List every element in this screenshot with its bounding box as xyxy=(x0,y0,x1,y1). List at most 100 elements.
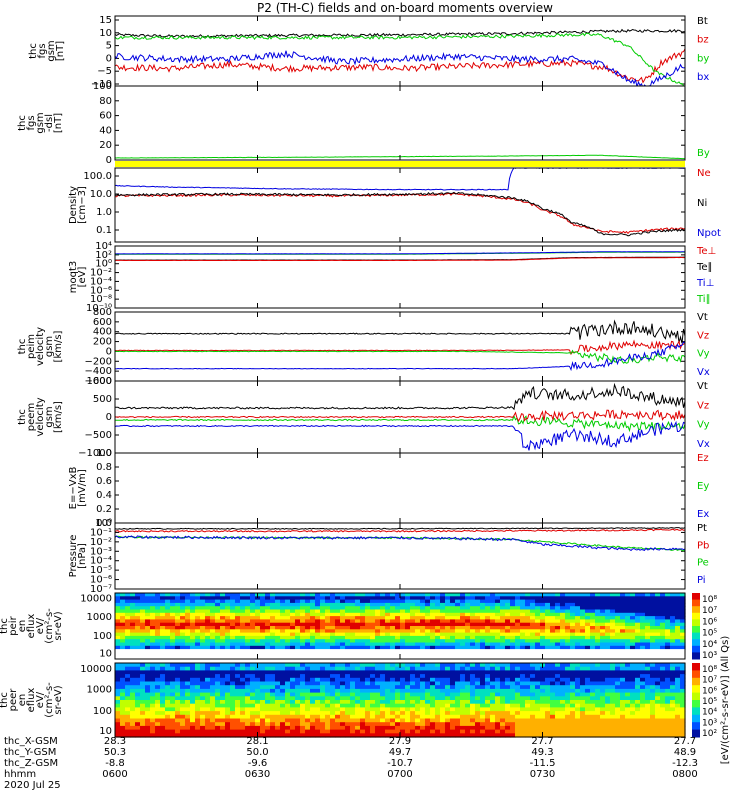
legend-entry: Vx xyxy=(697,367,710,378)
colorbar-tick: 10⁸ xyxy=(702,665,717,675)
panel-1-legend: Bt bz by bx xyxy=(697,16,709,83)
ytick-label: 10⁻⁴ xyxy=(90,556,112,567)
xaxis-value: 27.7 xyxy=(531,736,553,747)
xaxis-value: -11.5 xyxy=(530,758,556,769)
ytick-label: 20 xyxy=(99,140,112,151)
colorbar-tick: 10⁴ xyxy=(702,708,717,718)
legend-entry: bx xyxy=(697,72,709,83)
ylabel-line: thc xyxy=(17,115,28,131)
ylabel-line: velocity xyxy=(35,397,46,436)
ytick-label: 800 xyxy=(93,307,112,318)
ytick-label: 10⁰ xyxy=(95,518,112,529)
colorbar-tick: 10⁷ xyxy=(702,606,717,616)
ytick-label: 1.0 xyxy=(96,448,112,459)
panel-3-lines xyxy=(115,168,685,237)
series-line-Vx xyxy=(115,341,685,372)
xaxis-value: 49.3 xyxy=(531,747,553,758)
xaxis-value: -12.3 xyxy=(672,758,698,769)
ytick-label: 10⁻⁸ xyxy=(90,294,112,305)
panel-6-lines xyxy=(115,382,685,451)
legend-entry: Vy xyxy=(697,420,710,431)
colorbar-tick: 10² xyxy=(702,729,717,739)
ytick-label: 0 xyxy=(106,53,112,64)
ytick-label: 0.0 xyxy=(96,518,112,529)
legend-entry: Pb xyxy=(697,540,709,551)
colorbar-label: [eV/(cm²-s-sr-eV)] (All Qs) xyxy=(720,636,731,765)
plot-title: P2 (TH-C) fields and on-board moments ov… xyxy=(257,1,553,15)
xaxis-value: 0700 xyxy=(387,769,412,780)
xaxis-row-label: hhmm xyxy=(4,769,36,780)
series-line-Pi xyxy=(115,535,685,552)
ytick-label: 10⁻³ xyxy=(90,546,112,557)
ylabel-line: (cm²-s- xyxy=(44,608,55,644)
series-line-by xyxy=(115,32,685,86)
series-line-Ne xyxy=(115,192,685,235)
ylabel-line: [eV] xyxy=(77,267,88,288)
legend-entry: Te⊥ xyxy=(696,246,716,257)
ylabel-line: [nT] xyxy=(53,113,64,133)
ylabel-line: thc xyxy=(17,409,28,425)
ytick-label: 600 xyxy=(93,317,112,328)
series-line-Ti⊥ xyxy=(115,251,685,255)
ylabel-line: gsm xyxy=(44,406,55,427)
legend-entry: bz xyxy=(697,35,709,46)
ytick-label: 80 xyxy=(99,96,112,107)
ylabel-line: velocity xyxy=(35,327,46,366)
series-line-bz xyxy=(115,48,685,84)
xaxis-row-label: thc_X-GSM xyxy=(4,736,58,747)
ytick-label: 10⁻⁵ xyxy=(90,565,112,576)
ylabel-line: thc xyxy=(17,339,28,355)
legend-entry: Bt xyxy=(697,16,708,27)
legend-entry: by xyxy=(697,53,709,64)
xaxis-value: -9.6 xyxy=(248,758,268,769)
xaxis-value: 28.1 xyxy=(246,736,268,747)
panel-6-legend: Vt Vz Vy Vx xyxy=(697,381,710,450)
ytick-label: 5 xyxy=(106,41,112,52)
ytick-label: −500 xyxy=(85,430,112,441)
ytick-label: 100.0 xyxy=(83,171,112,182)
ylabel-line: thc xyxy=(0,692,10,708)
ytick-label: 10⁰ xyxy=(95,259,112,270)
xaxis-value: 0630 xyxy=(245,769,270,780)
ytick-label: 40 xyxy=(99,125,112,136)
ylabel-line: sr-eV) xyxy=(53,685,64,714)
xaxis-value: 27.9 xyxy=(389,736,411,747)
ylabel-line: peer xyxy=(8,688,19,712)
ytick-label: 60 xyxy=(99,111,112,122)
colorbar-tick: 10⁴ xyxy=(702,640,717,650)
ytick-label: −10 xyxy=(91,79,112,90)
ytick-label: 1000 xyxy=(87,685,112,696)
ytick-label: 0.6 xyxy=(96,476,112,487)
panel-8: Pressure[nPa] 10⁰10⁻¹10⁻²10⁻³10⁻⁴10⁻⁵10⁻⁶… xyxy=(68,518,709,595)
panel-4-lines xyxy=(115,251,685,262)
spectrogram-2 xyxy=(115,663,686,738)
ytick-label: 0 xyxy=(106,412,112,423)
legend-entry: Ti⊥ xyxy=(696,278,714,289)
series-line-bx xyxy=(115,50,685,86)
series-line-Npot xyxy=(115,168,685,191)
xaxis-row-label: thc_Y-GSM xyxy=(4,747,56,758)
ylabel-line: E=−VxB xyxy=(68,467,79,510)
xaxis-value: 0730 xyxy=(530,769,555,780)
series-line-Vx xyxy=(115,420,685,451)
ytick-label: 1000 xyxy=(87,376,112,387)
panel-4-ylabel: moqt3[eV] xyxy=(68,261,88,294)
xaxis-value: -10.7 xyxy=(387,758,413,769)
ytick-label: −200 xyxy=(85,356,112,367)
xaxis-value: -8.8 xyxy=(105,758,125,769)
ytick-label: 10000 xyxy=(80,593,112,604)
ytick-label: 10 xyxy=(99,28,112,39)
ylabel-line: [mV/m] xyxy=(77,469,88,507)
ylabel-line: -dsl xyxy=(44,114,55,132)
panel-7-legend: Ez Ey Ex xyxy=(697,453,709,520)
xaxis-value: 0800 xyxy=(672,769,697,780)
